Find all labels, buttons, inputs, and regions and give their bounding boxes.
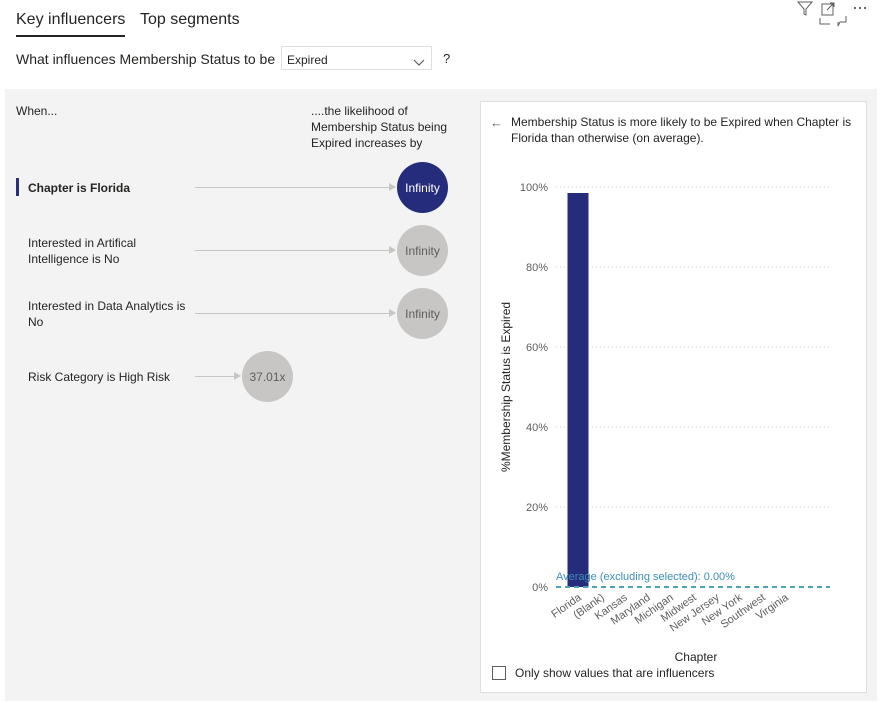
dropdown-selected-value: Expired (287, 53, 328, 67)
filter-icon[interactable] (796, 1, 814, 16)
bar (567, 193, 589, 587)
connector-line (195, 313, 390, 314)
y-axis-label: %Membership Status is Expired (499, 302, 513, 472)
target-value-dropdown[interactable]: Expired (281, 46, 432, 70)
arrow-icon (389, 183, 396, 191)
influencer-explanation: Membership Status is more likely to be E… (511, 115, 852, 145)
y-tick-label: 60% (526, 342, 548, 354)
visual-header-icons (794, 0, 874, 30)
average-label: Average (excluding selected): 0.00% (556, 571, 735, 583)
when-column-header: When... (16, 104, 58, 118)
influence-bubble[interactable]: Infinity (397, 162, 448, 213)
influencers-only-label: Only show values that are influencers (515, 666, 715, 680)
arrow-icon (389, 246, 396, 254)
y-tick-label: 0% (532, 582, 548, 594)
chapter-bar-chart: 0%20%40%60%80%100%Florida(Blank)KansasMa… (499, 182, 830, 664)
connector-line (195, 376, 235, 377)
influence-bubble[interactable]: Infinity (397, 225, 448, 276)
arrow-icon (389, 309, 396, 317)
connector-line (195, 187, 390, 188)
x-axis-label: Chapter (675, 650, 718, 664)
active-tab-underline (16, 35, 125, 37)
more-options-icon[interactable] (853, 6, 867, 10)
arrow-icon (234, 372, 241, 380)
chevron-down-icon (413, 54, 425, 72)
tab-top-segments[interactable]: Top segments (140, 11, 240, 28)
tab-key-influencers[interactable]: Key influencers (16, 11, 126, 28)
focus-mode-icon[interactable] (819, 2, 847, 27)
y-tick-label: 40% (526, 422, 548, 434)
help-icon[interactable]: ? (443, 51, 451, 66)
y-tick-label: 100% (520, 182, 548, 194)
likelihood-column-header: ....the likelihood of Membership Status … (311, 104, 448, 150)
selected-indicator (16, 178, 19, 196)
influencer-label[interactable]: Interested in Data Analytics is No (28, 299, 186, 329)
y-tick-label: 80% (526, 262, 548, 274)
back-arrow-icon[interactable]: ← (490, 115, 503, 130)
connector-line (195, 250, 390, 251)
influencer-label[interactable]: Interested in Artifical Intelligence is … (28, 236, 137, 266)
influence-bubble[interactable]: Infinity (397, 288, 448, 339)
question-label: What influences Membership Status to be (16, 51, 276, 67)
influencer-label[interactable]: Chapter is Florida (28, 181, 131, 195)
influence-bubble[interactable]: 37.01x (242, 351, 293, 402)
detail-card (480, 101, 867, 693)
y-tick-label: 20% (526, 502, 548, 514)
influencer-label[interactable]: Risk Category is High Risk (28, 370, 171, 384)
influencers-only-checkbox[interactable] (492, 666, 506, 680)
